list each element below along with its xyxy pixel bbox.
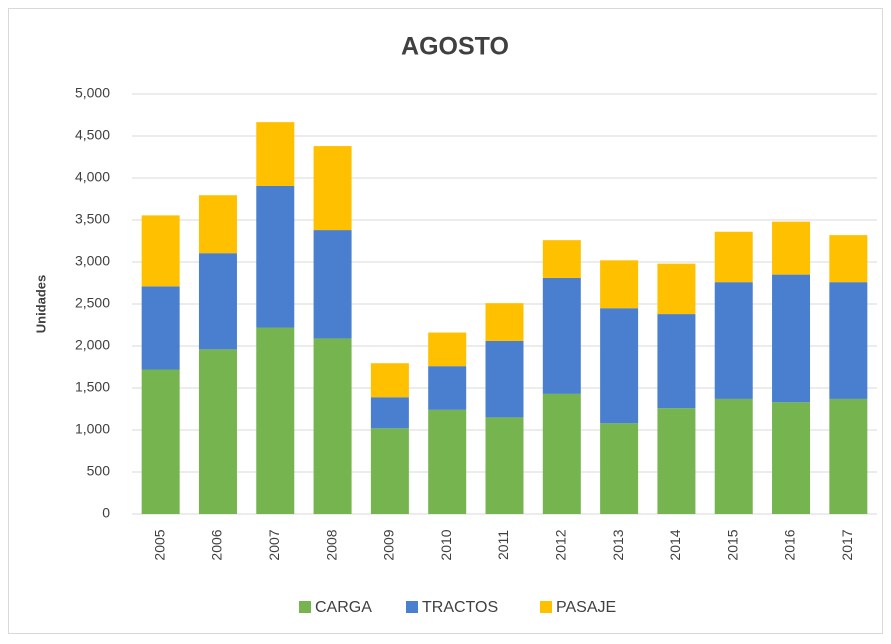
bar-segment xyxy=(141,286,180,370)
bar-segment xyxy=(313,146,352,231)
bar-segment xyxy=(829,282,868,399)
legend-swatch xyxy=(299,601,311,613)
x-tick-label: 2011 xyxy=(495,530,511,560)
bar-segment xyxy=(141,369,180,514)
x-tick-label: 2013 xyxy=(610,529,626,560)
y-tick-label: 5,000 xyxy=(75,85,110,101)
x-tick-label: 2015 xyxy=(724,529,740,560)
bar-segment xyxy=(485,303,524,341)
bar-segment xyxy=(772,402,811,514)
bar-segment xyxy=(657,408,696,514)
bar-segment xyxy=(141,215,180,287)
bar-segment xyxy=(714,231,753,283)
bar-segment xyxy=(714,282,753,399)
bar-segment xyxy=(657,314,696,409)
y-tick-label: 3,000 xyxy=(75,253,110,269)
y-tick-label: 1,500 xyxy=(75,379,110,395)
bar-segment xyxy=(313,338,352,514)
bar-segment xyxy=(256,327,295,514)
x-tick-label: 2017 xyxy=(839,529,855,560)
bar-segment xyxy=(772,221,811,275)
x-tick-label: 2010 xyxy=(438,529,454,560)
bar-segment xyxy=(600,260,639,309)
bar-segment xyxy=(714,398,753,514)
x-tick-label: 2005 xyxy=(151,529,167,560)
bar-segment xyxy=(198,349,237,514)
bar-segment xyxy=(542,277,581,394)
y-tick-label: 4,500 xyxy=(75,127,110,143)
legend-label: CARGA xyxy=(315,599,372,616)
y-tick-label: 1,000 xyxy=(75,421,110,437)
bar-segment xyxy=(657,263,696,315)
bar-segment xyxy=(600,308,639,424)
bar-segment xyxy=(370,428,409,514)
y-tick-label: 3,500 xyxy=(75,211,110,227)
bar-segment xyxy=(256,122,295,186)
x-tick-label: 2006 xyxy=(209,529,225,560)
bar-segment xyxy=(600,423,639,514)
bar-segment xyxy=(542,240,581,278)
x-tick-label: 2009 xyxy=(381,529,397,560)
bar-segment xyxy=(542,393,581,514)
y-tick-label: 2,500 xyxy=(75,295,110,311)
x-tick-label: 2014 xyxy=(667,529,683,560)
bar-segment xyxy=(428,332,467,367)
legend-label: PASAJE xyxy=(556,599,616,616)
bar-segment xyxy=(485,417,524,514)
legend-swatch xyxy=(406,601,418,613)
legend-swatch xyxy=(540,601,552,613)
bar-segment xyxy=(428,409,467,514)
x-tick-label: 2012 xyxy=(553,529,569,560)
bar-segment xyxy=(313,230,352,339)
y-tick-label: 500 xyxy=(87,463,111,479)
y-tick-label: 4,000 xyxy=(75,169,110,185)
y-tick-label: 2,000 xyxy=(75,337,110,353)
bar-segment xyxy=(772,274,811,403)
bar-segment xyxy=(370,363,409,398)
x-tick-label: 2016 xyxy=(782,529,798,560)
bar-segment xyxy=(428,366,467,410)
bar-segment xyxy=(198,195,237,254)
bar-segment xyxy=(829,235,868,283)
legend-label: TRACTOS xyxy=(422,599,498,616)
chart-title: AGOSTO xyxy=(401,33,509,61)
y-axis-label: Unidades xyxy=(33,275,48,334)
bar-segment xyxy=(256,185,295,328)
y-tick-label: 0 xyxy=(102,505,110,521)
bar-segment xyxy=(485,340,524,418)
bar-segment xyxy=(829,398,868,514)
bar-segment xyxy=(370,397,409,429)
bar-segment xyxy=(198,253,237,350)
x-tick-label: 2008 xyxy=(323,529,339,560)
x-tick-label: 2007 xyxy=(266,529,282,560)
